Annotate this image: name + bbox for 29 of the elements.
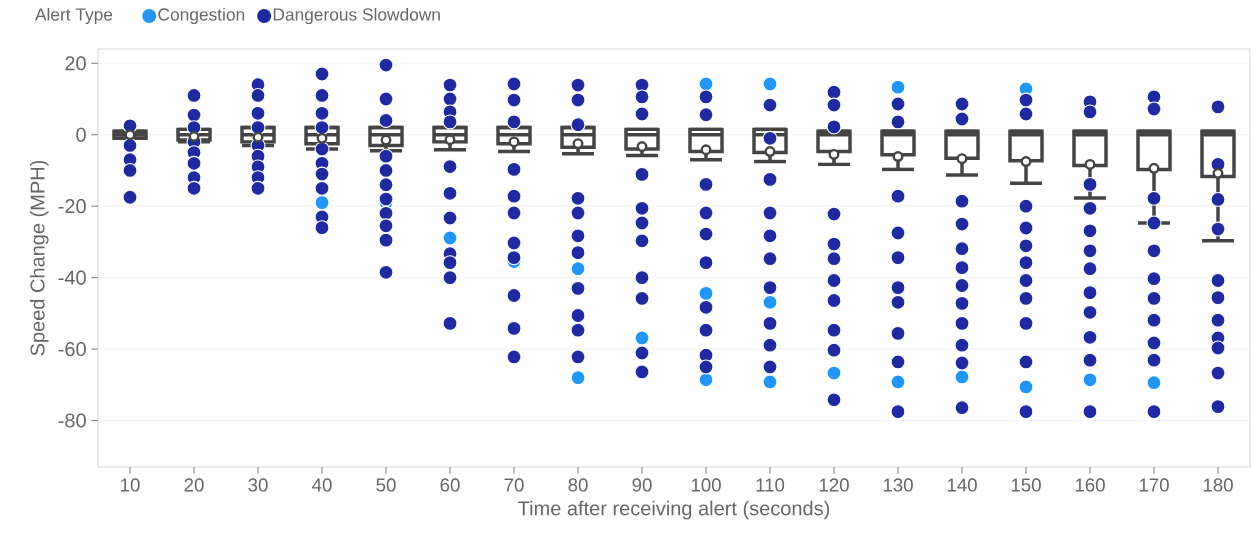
x-tick-label: 100 xyxy=(691,478,721,492)
legend-title: Alert Type xyxy=(34,7,113,25)
x-tick-label: 120 xyxy=(819,478,849,492)
x-tick-label: 170 xyxy=(1139,478,1169,492)
x-tick-label: 30 xyxy=(248,478,268,492)
y-axis-title: Speed Change (MPH) xyxy=(29,160,49,356)
legend-label: Congestion xyxy=(158,7,245,25)
x-tick-label: 60 xyxy=(440,478,460,492)
x-tick-label: 160 xyxy=(1075,478,1105,492)
x-tick-label: 10 xyxy=(121,478,140,492)
x-tick-label: 130 xyxy=(883,478,913,492)
x-tick-label: 110 xyxy=(756,478,785,492)
x-tick-label: 80 xyxy=(568,478,588,492)
y-tick-label: -60 xyxy=(58,342,86,357)
x-tick-label: 150 xyxy=(1011,478,1041,492)
y-tick-label: -40 xyxy=(58,270,86,285)
x-tick-label: 90 xyxy=(632,478,652,492)
y-tick-label: 20 xyxy=(65,56,86,71)
x-tick-label: 70 xyxy=(504,478,524,492)
x-axis-title: Time after receiving alert (seconds) xyxy=(518,500,830,520)
y-tick-label: 0 xyxy=(76,127,86,142)
x-tick-label: 50 xyxy=(376,478,396,492)
x-tick-label: 180 xyxy=(1203,478,1233,492)
y-tick-label: -20 xyxy=(58,199,86,214)
y-tick-label: -80 xyxy=(58,413,86,428)
x-tick-label: 140 xyxy=(947,478,977,492)
x-tick-label: 40 xyxy=(312,478,332,492)
legend-label: Dangerous Slowdown xyxy=(273,7,440,25)
x-tick-label: 20 xyxy=(184,478,204,492)
